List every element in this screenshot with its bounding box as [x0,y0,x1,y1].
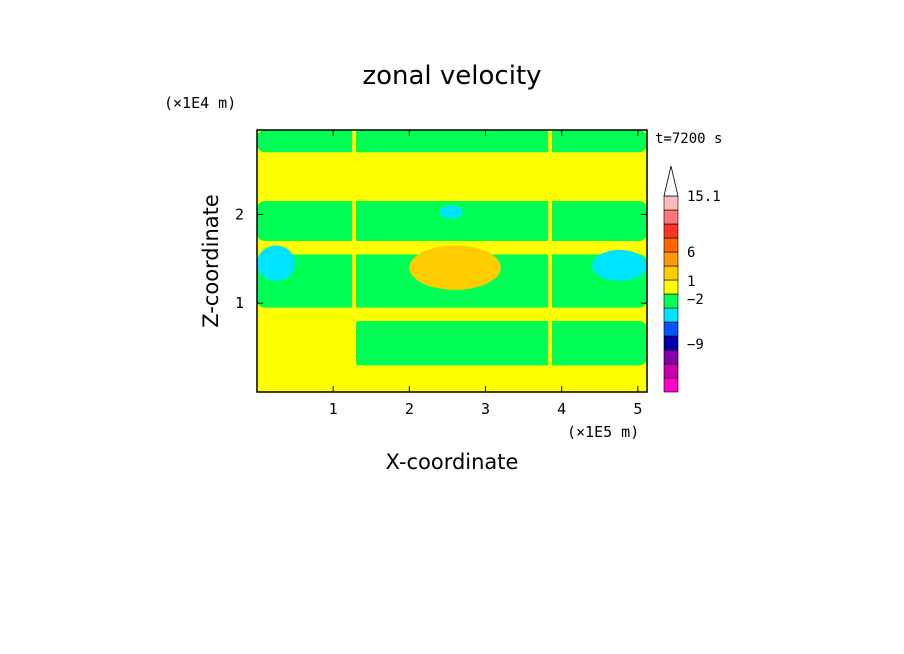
colorbar: 15.1 6 1 −2 −9 [663,165,721,393]
colorbar-swatch [663,265,679,281]
colorbar-swatch [663,195,679,211]
colorbar-swatch [663,363,679,379]
contour-fill-group [257,130,647,392]
x-tick-label: 1 [329,400,338,418]
time-label: t=7200 s [655,131,722,147]
colorbar-label: −9 [687,337,704,353]
vertical-seam-left [352,130,356,392]
y-unit-label: (×1E4 m) [164,94,236,112]
region-cyan-right [592,249,647,281]
colorbar-swatch [663,251,679,267]
region-cyan-upper-center [439,205,463,219]
discontinuity-lines [352,130,552,392]
x-axis-ticks: 1 2 3 4 5 [329,130,642,418]
colorbar-swatch [663,349,679,365]
colorbar-swatch [663,307,679,323]
region-orange-center [409,245,501,290]
x-unit-label: (×1E5 m) [567,423,639,441]
x-tick-label: 4 [557,400,566,418]
chart-title: zonal velocity [362,61,541,91]
colorbar-label: −2 [687,292,704,308]
colorbar-swatch [663,377,679,393]
colorbar-label: 1 [687,274,695,290]
x-tick-label: 2 [405,400,414,418]
region-green-top [257,130,647,153]
x-tick-label: 5 [633,400,642,418]
colorbar-swatch [663,209,679,225]
region-green-band-low [352,320,647,366]
y-tick-label: 2 [235,205,244,223]
x-axis-label: X-coordinate [386,450,519,474]
region-cyan-left [257,245,296,281]
colorbar-arrow [663,165,679,197]
plot-frame [256,129,648,393]
colorbar-swatch [663,279,679,295]
colorbar-swatch [663,293,679,309]
x-tick-label: 3 [481,400,490,418]
colorbar-label: 15.1 [687,189,721,205]
y-tick-label: 1 [235,294,244,312]
vertical-seam-right [548,130,552,392]
y-axis-label: Z-coordinate [199,194,223,328]
colorbar-swatch [663,321,679,337]
colorbar-swatch [663,335,679,351]
colorbar-label: 6 [687,245,695,261]
colorbar-swatch [663,237,679,253]
colorbar-swatch [663,223,679,239]
y-axis-ticks: 12 [235,205,647,312]
